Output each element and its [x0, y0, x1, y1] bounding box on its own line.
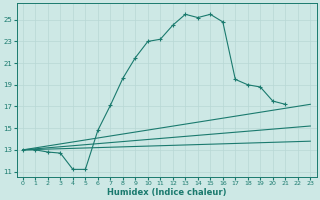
X-axis label: Humidex (Indice chaleur): Humidex (Indice chaleur) [107, 188, 226, 197]
